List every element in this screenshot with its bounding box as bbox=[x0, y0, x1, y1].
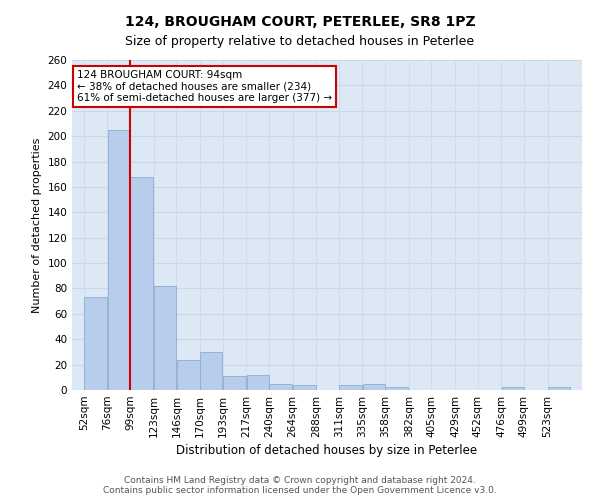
Text: 124, BROUGHAM COURT, PETERLEE, SR8 1PZ: 124, BROUGHAM COURT, PETERLEE, SR8 1PZ bbox=[125, 15, 475, 29]
Bar bbox=[385, 388, 409, 390]
Bar bbox=[293, 385, 316, 390]
X-axis label: Distribution of detached houses by size in Peterlee: Distribution of detached houses by size … bbox=[176, 444, 478, 457]
Text: Contains HM Land Registry data © Crown copyright and database right 2024.
Contai: Contains HM Land Registry data © Crown c… bbox=[103, 476, 497, 495]
Bar bbox=[154, 286, 176, 390]
Text: Size of property relative to detached houses in Peterlee: Size of property relative to detached ho… bbox=[125, 35, 475, 48]
Y-axis label: Number of detached properties: Number of detached properties bbox=[32, 138, 42, 312]
Bar bbox=[130, 177, 154, 390]
Bar bbox=[269, 384, 292, 390]
Bar bbox=[502, 388, 524, 390]
Bar bbox=[247, 375, 269, 390]
Bar bbox=[339, 385, 362, 390]
Bar bbox=[84, 298, 107, 390]
Bar bbox=[177, 360, 200, 390]
Bar bbox=[548, 388, 570, 390]
Bar bbox=[363, 384, 385, 390]
Bar bbox=[200, 352, 222, 390]
Bar bbox=[223, 376, 246, 390]
Bar bbox=[108, 130, 130, 390]
Text: 124 BROUGHAM COURT: 94sqm
← 38% of detached houses are smaller (234)
61% of semi: 124 BROUGHAM COURT: 94sqm ← 38% of detac… bbox=[77, 70, 332, 103]
